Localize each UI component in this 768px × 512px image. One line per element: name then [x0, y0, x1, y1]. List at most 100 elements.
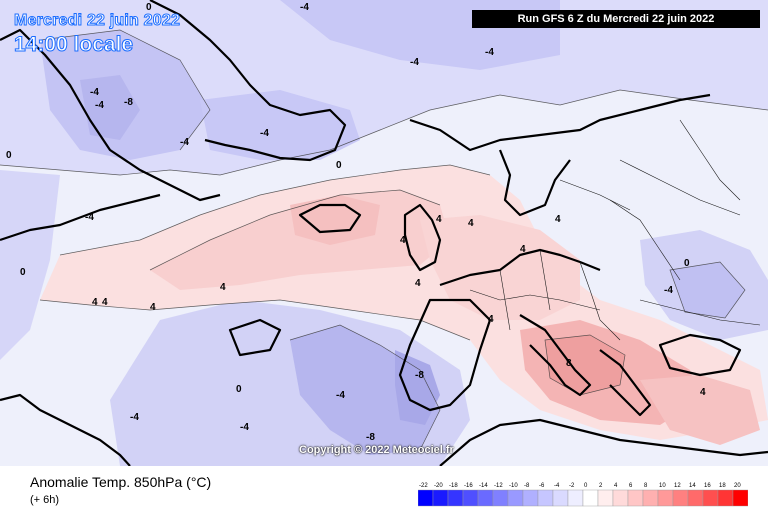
contour-label: 0	[236, 384, 242, 395]
contour-label: 0	[146, 2, 152, 13]
cold-region-russia-core	[670, 262, 745, 318]
contour-lines	[0, 29, 768, 451]
contour-label: 0	[6, 150, 12, 161]
contour-label: 4	[150, 302, 156, 313]
scale-tick-label: -20	[434, 483, 443, 489]
contour-label: -4	[664, 285, 673, 296]
scale-tick-label: 12	[674, 483, 681, 489]
scale-swatch	[477, 489, 494, 507]
contour-label: -4	[240, 422, 249, 433]
scale-tick-label: 4	[614, 483, 618, 489]
coastline-iceland	[298, 203, 362, 234]
scale-swatch	[657, 489, 674, 507]
cold-region-baffin	[80, 75, 140, 140]
coastline-europe	[439, 248, 601, 287]
scale-tick-label: 8	[644, 483, 648, 489]
legend-title: Anomalie Temp. 850hPa (°C)	[30, 474, 212, 490]
coastline-uk	[403, 203, 442, 272]
contour-label: 4	[555, 214, 561, 225]
scale-tick-label: 16	[704, 483, 711, 489]
contour-label: -4	[180, 137, 189, 148]
scale-swatch	[418, 489, 434, 507]
country-borders	[469, 119, 761, 341]
scale-tick-label: -10	[509, 483, 518, 489]
coastlines	[0, 0, 768, 466]
cold-region-norwegian-sea	[200, 90, 360, 160]
scale-swatch	[537, 489, 554, 507]
scale-tick-label: -18	[449, 483, 458, 489]
contour-label: -4	[485, 47, 494, 58]
contour-label: 4	[436, 214, 442, 225]
scale-tick-label: 14	[689, 483, 696, 489]
contour-label: -4	[336, 390, 345, 401]
forecast-date: Mercredi 22 juin 2022	[13, 12, 181, 30]
contour-label: 4	[220, 282, 226, 293]
coastline-greece	[599, 349, 652, 417]
contour-label: 4	[520, 244, 526, 255]
warm-region-uk-core	[290, 195, 380, 245]
scale-tick-label: 6	[629, 483, 633, 489]
contour-label: 4	[415, 278, 421, 289]
run-info-label: Run GFS 6 Z du Mercredi 22 juin 2022	[472, 10, 760, 28]
contour-label: -4	[300, 2, 309, 13]
scale-swatch	[507, 489, 524, 507]
contour-label: -8	[124, 97, 133, 108]
coastline-iberia	[398, 298, 492, 412]
legend-footer: Anomalie Temp. 850hPa (°C) (+ 6h) -2 2 -20…	[0, 466, 768, 512]
scale-tick-label: -14	[479, 483, 488, 489]
coastline-greenland	[0, 28, 221, 202]
scale-swatch	[597, 489, 614, 507]
scale-tick-label: 0	[584, 483, 588, 489]
scale-tick-label: 20	[734, 483, 741, 489]
contour-label: -4	[95, 100, 104, 111]
coastline-italy	[519, 314, 592, 397]
contour-label: -4	[130, 412, 139, 423]
scale-tick-label: -6	[539, 483, 545, 489]
scale-tick-label: -12	[494, 483, 503, 489]
contour-value-labels: -4 -4 -4 -4 -4 -4 -4 -4 -8 -4 -4 0 0 0 0…	[6, 2, 706, 443]
warm-region-balkans-core	[545, 335, 625, 395]
contour-label: -8	[366, 432, 375, 443]
scale-swatch	[492, 489, 509, 507]
contour-label: -4	[90, 87, 99, 98]
cold-region-west	[0, 170, 60, 360]
contour-label: 4	[488, 314, 494, 325]
contour-label: 4	[468, 218, 474, 229]
scale-swatch	[462, 489, 479, 507]
copyright-label: Copyright © 2022 Meteociel.fr	[299, 444, 454, 456]
scale-swatch	[732, 489, 748, 507]
contour-label: -4	[410, 57, 419, 68]
scale-tick-label: 18	[719, 483, 726, 489]
scale-swatch	[432, 489, 449, 507]
warm-region-turkey	[640, 375, 760, 445]
scale-swatch	[642, 489, 659, 507]
scale-tick-label: 2	[599, 483, 603, 489]
scale-swatch	[627, 489, 644, 507]
contour-label: -4	[260, 128, 269, 139]
coastline-africa	[439, 418, 768, 466]
contour-label: 4	[102, 297, 108, 308]
anomaly-map: -4 -4 -4 -4 -4 -4 -4 -4 -8 -4 -4 0 0 0 0…	[0, 0, 768, 466]
scale-swatch	[717, 489, 734, 507]
scale-swatch	[447, 489, 464, 507]
contour-label: 0	[684, 258, 690, 269]
scale-tick-label: 10	[659, 483, 666, 489]
contour-label: -8	[415, 370, 424, 381]
scale-tick-label: -4	[554, 483, 560, 489]
contour-label: 4	[700, 387, 706, 398]
cold-region-atlantic-core	[290, 325, 440, 455]
scale-tick-label: -2	[569, 483, 575, 489]
contour-label: 8	[566, 358, 572, 369]
forecast-time: 14:00 locale	[13, 33, 134, 57]
contour-label: -4	[85, 212, 94, 223]
scale-swatch	[582, 489, 599, 507]
coastline-black-sea	[658, 333, 742, 377]
coastline-north-america	[0, 393, 131, 466]
legend-subtitle: (+ 6h)	[30, 494, 60, 506]
coastline-scandinavia	[409, 93, 711, 152]
coastline-canada	[0, 193, 161, 242]
scale-swatch	[567, 489, 584, 507]
contour-label: 0	[20, 267, 26, 278]
warm-region-europe	[420, 215, 580, 320]
